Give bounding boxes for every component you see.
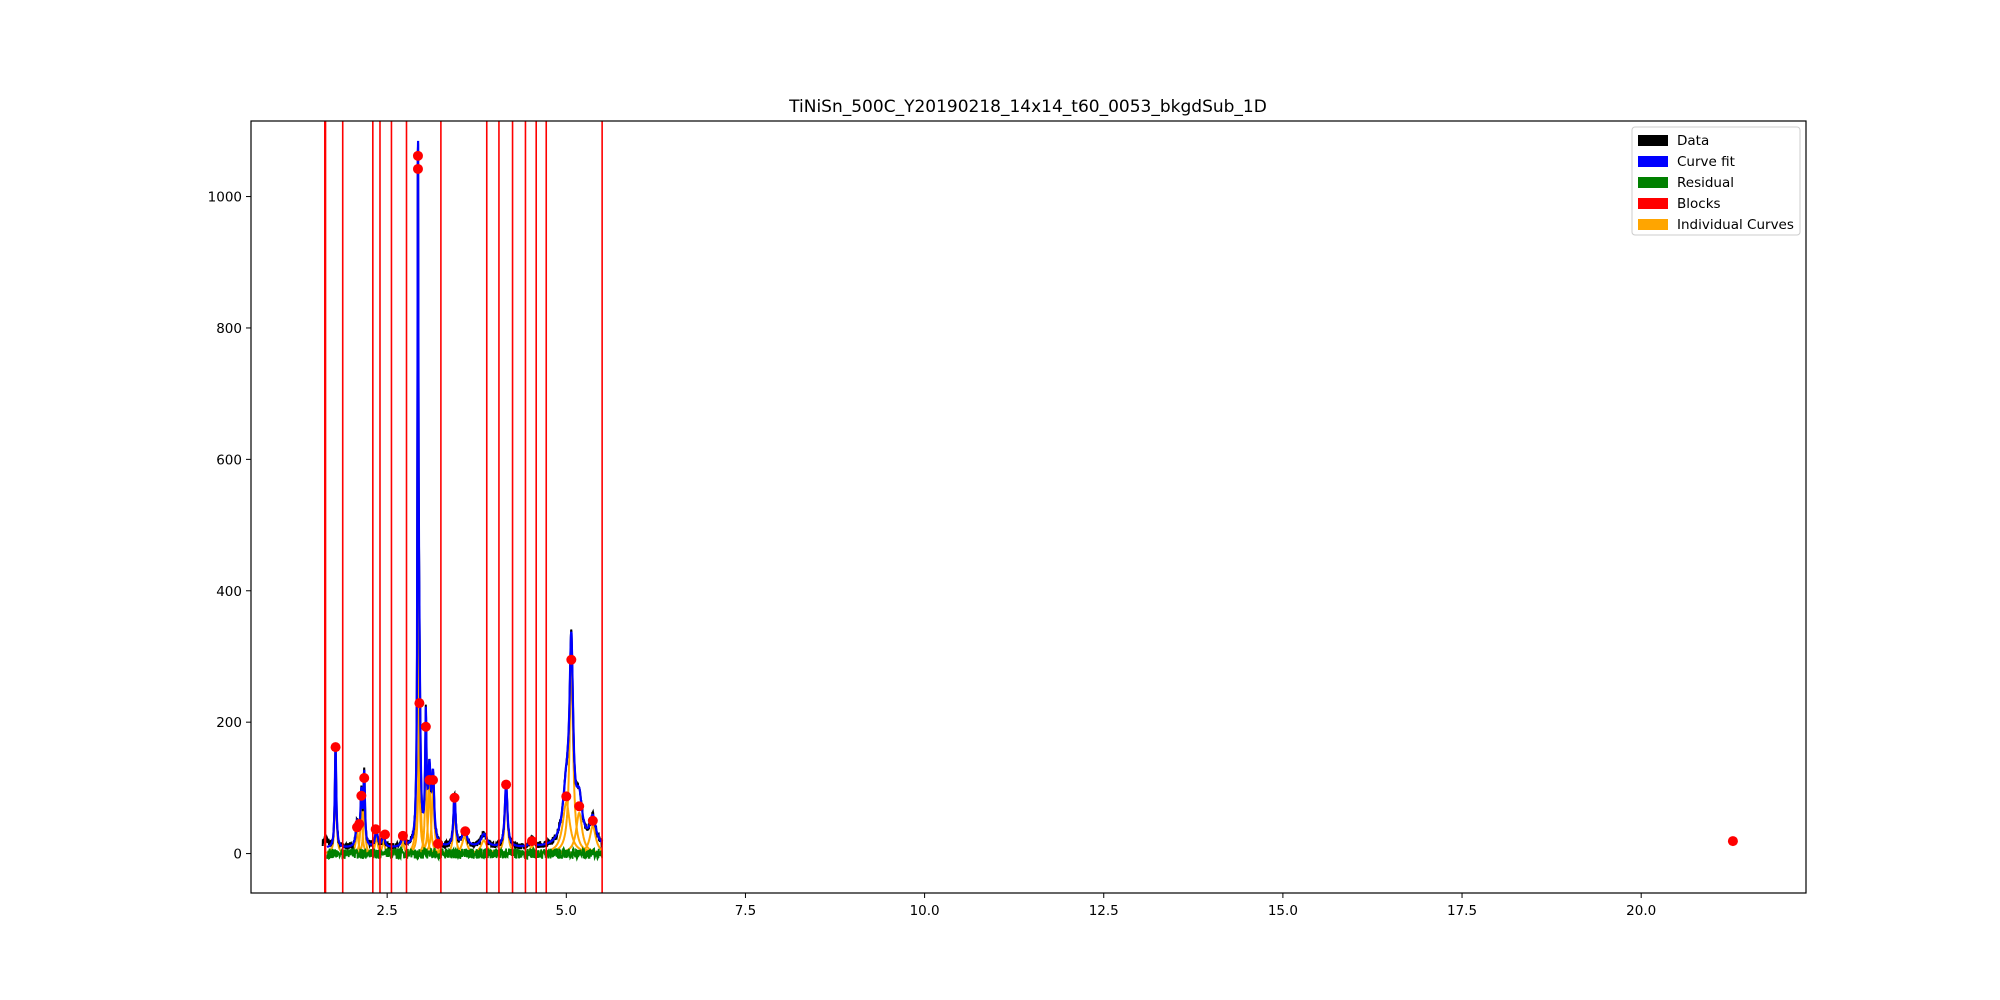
peak-marker-13 <box>428 774 439 785</box>
x-tick-label-1: 5.0 <box>556 903 577 919</box>
x-tick-label-2: 7.5 <box>735 903 756 919</box>
peak-marker-14 <box>433 838 444 849</box>
peak-marker-17 <box>501 779 512 790</box>
axes-frame <box>250 120 1807 894</box>
peak-marker-9 <box>412 163 423 174</box>
x-tick-label-3: 10.0 <box>910 903 940 919</box>
peak-marker-2 <box>354 819 365 830</box>
peak-marker-6 <box>380 829 391 840</box>
peak-marker-3 <box>356 790 367 801</box>
peak-marker-23 <box>1727 836 1738 847</box>
legend-swatch-2 <box>1638 177 1668 188</box>
y-tick-label-2: 400 <box>216 584 242 600</box>
peak-marker-20 <box>566 654 577 665</box>
peak-marker-4 <box>359 773 370 784</box>
y-tick-label-0: 0 <box>233 847 242 863</box>
peak-marker-18 <box>526 836 537 847</box>
x-tick-label-6: 17.5 <box>1447 903 1477 919</box>
x-tick-label-0: 2.5 <box>376 903 397 919</box>
legend: Data Curve fit Residual Blocks Individual Cu… <box>1631 126 1801 236</box>
peak-marker-0 <box>330 742 341 753</box>
peak-marker-16 <box>460 826 471 837</box>
legend-swatch-1 <box>1638 156 1668 167</box>
legend-box <box>1631 126 1801 236</box>
peak-marker-7 <box>397 830 408 841</box>
y-tick-label-3: 600 <box>216 452 242 468</box>
plot-area <box>321 121 1738 893</box>
legend-label-4: Individual Curves <box>1677 217 1794 233</box>
peak-marker-8 <box>412 150 423 161</box>
legend-label-2: Residual <box>1677 175 1734 191</box>
y-tick-label-5: 1000 <box>208 190 242 206</box>
chart-title: TiNiSn_500C_Y20190218_14x14_t60_0053_bkg… <box>788 97 1267 117</box>
legend-label-0: Data <box>1677 133 1709 149</box>
legend-swatch-4 <box>1638 219 1668 230</box>
x-tick-label-5: 15.0 <box>1268 903 1298 919</box>
legend-swatch-0 <box>1638 135 1668 146</box>
y-tick-label-4: 800 <box>216 321 242 337</box>
y-tick-label-1: 200 <box>216 715 242 731</box>
x-axis: 2.5 5.0 7.5 10.0 12.5 15.0 17.5 20.0 <box>376 893 1656 919</box>
legend-swatch-3 <box>1638 198 1668 209</box>
legend-label-3: Blocks <box>1677 196 1721 212</box>
peak-marker-19 <box>561 791 572 802</box>
peak-marker-15 <box>449 792 460 803</box>
peak-marker-5 <box>370 824 381 835</box>
legend-label-1: Curve fit <box>1677 154 1735 170</box>
peak-marker-21 <box>574 801 585 812</box>
y-axis: 0 200 400 600 800 1000 <box>208 190 251 863</box>
peak-marker-22 <box>587 815 598 826</box>
x-tick-label-7: 20.0 <box>1626 903 1656 919</box>
peak-marker-10 <box>414 698 425 709</box>
x-tick-label-4: 12.5 <box>1089 903 1119 919</box>
peak-marker-11 <box>420 721 431 732</box>
